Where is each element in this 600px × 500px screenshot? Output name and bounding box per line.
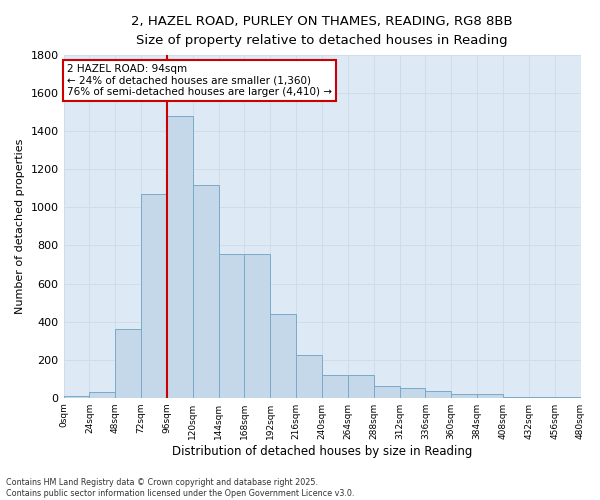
Bar [115,329,141,398]
Bar [89,392,115,398]
Text: 2 HAZEL ROAD: 94sqm
← 24% of detached houses are smaller (1,360)
76% of semi-det: 2 HAZEL ROAD: 94sqm ← 24% of detached ho… [67,64,332,97]
Bar [296,355,322,398]
Bar [141,194,167,398]
Bar [400,388,425,398]
Bar [193,184,218,398]
Bar [271,314,296,398]
X-axis label: Distribution of detached houses by size in Reading: Distribution of detached houses by size … [172,444,472,458]
Bar [425,391,451,398]
Title: 2, HAZEL ROAD, PURLEY ON THAMES, READING, RG8 8BB
Size of property relative to d: 2, HAZEL ROAD, PURLEY ON THAMES, READING… [131,15,513,47]
Bar [64,396,89,398]
Bar [167,116,193,398]
Bar [451,394,477,398]
Bar [244,254,271,398]
Bar [218,254,244,398]
Bar [529,397,554,398]
Bar [503,397,529,398]
Bar [348,375,374,398]
Bar [374,386,400,398]
Bar [322,375,348,398]
Y-axis label: Number of detached properties: Number of detached properties [15,138,25,314]
Text: Contains HM Land Registry data © Crown copyright and database right 2025.
Contai: Contains HM Land Registry data © Crown c… [6,478,355,498]
Bar [477,394,503,398]
